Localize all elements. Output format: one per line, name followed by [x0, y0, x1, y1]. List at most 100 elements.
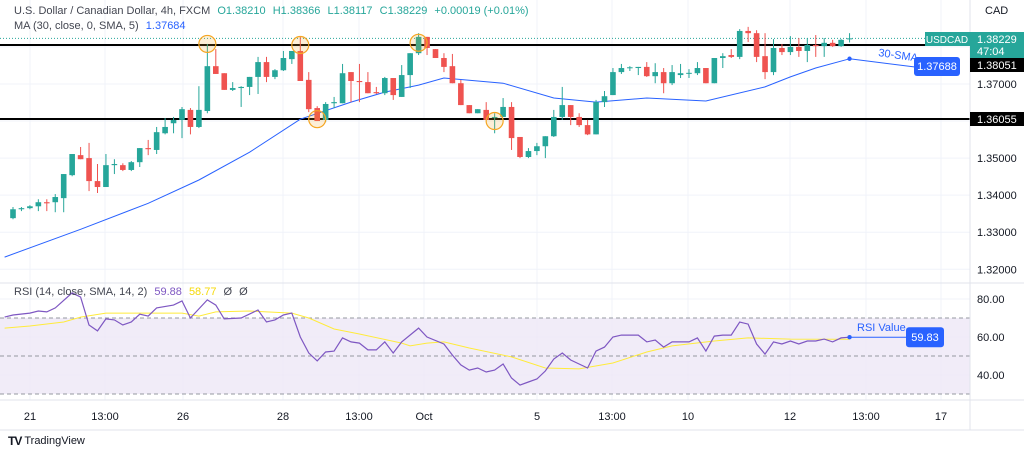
candle	[103, 154, 109, 188]
price-axis[interactable]: 1.37000 1.35000 1.34000 1.33000 1.32000	[977, 79, 1017, 276]
candle-body	[694, 68, 701, 74]
level-tag	[970, 112, 1024, 126]
candle	[474, 109, 481, 114]
candle	[551, 109, 557, 137]
candle	[373, 86, 380, 94]
candle-body	[796, 46, 802, 51]
ma-line	[4, 58, 850, 258]
ma-label[interactable]: MA (30, close, 0, SMA, 5)	[14, 20, 139, 32]
candle-body	[69, 154, 75, 176]
candle-body	[432, 49, 439, 59]
candle-body	[770, 48, 777, 73]
legend-ma: MA (30, close, 0, SMA, 5) 1.37684	[14, 20, 190, 32]
candle	[94, 164, 101, 193]
candle-body	[373, 92, 380, 94]
ma-annotation-line	[849, 58, 916, 68]
time-tick-label: 13:00	[598, 411, 626, 423]
rsi-axis[interactable]: 80.00 60.00 40.00	[977, 294, 1005, 382]
time-tick-label: 5	[534, 411, 540, 423]
candle	[289, 50, 295, 64]
candle-body	[458, 83, 464, 106]
legend-rsi: RSI (14, close, SMA, 14, 2) 59.88 58.77 …	[14, 286, 252, 298]
candle-body	[567, 105, 574, 117]
candle	[213, 49, 219, 74]
candle	[297, 36, 304, 81]
candle	[762, 33, 768, 80]
price-tick-label: 1.37000	[977, 79, 1017, 91]
candle-body	[660, 72, 667, 84]
candle-body	[356, 80, 363, 83]
rsi-sma-value: 58.77	[188, 286, 217, 298]
candle-body	[94, 181, 101, 188]
candle-body	[196, 109, 202, 127]
candle-body	[779, 48, 785, 53]
candle-body	[610, 72, 616, 96]
candle-body	[246, 76, 253, 87]
candle-body	[162, 126, 168, 134]
candle-body	[517, 136, 523, 157]
candle-body	[618, 68, 625, 73]
candle	[382, 76, 388, 96]
rsi-tick-label: 40.00	[977, 370, 1005, 382]
candles	[10, 26, 853, 220]
candle	[517, 136, 523, 159]
symbol-description[interactable]: U.S. Dollar / Canadian Dollar, 4h, FXCM	[14, 5, 211, 17]
candle	[846, 33, 853, 43]
candle	[27, 205, 33, 210]
candle	[652, 63, 658, 84]
touch-marker-circle	[198, 34, 217, 54]
last-price-text: 1.38229	[977, 34, 1017, 46]
time-axis[interactable]: 21 13:00 26 28 13:00 Oct 5 13:00 10 12 13:00 17	[24, 411, 947, 423]
candle	[128, 161, 135, 172]
candle	[179, 106, 185, 139]
candle	[145, 139, 151, 156]
candle-body	[365, 82, 371, 94]
countdown-text: 47:04	[977, 46, 1005, 58]
candle-body	[10, 209, 16, 219]
candle	[280, 50, 287, 71]
candle	[365, 72, 371, 94]
candle	[331, 96, 337, 109]
candle	[86, 142, 92, 192]
candle	[136, 148, 143, 167]
candle	[796, 37, 802, 57]
rsi-sma-line	[4, 310, 850, 370]
candle-body	[27, 206, 33, 209]
candle	[508, 102, 515, 150]
candle-body	[703, 68, 709, 84]
candle	[255, 56, 261, 94]
candle-body	[508, 106, 515, 139]
candle-body	[601, 96, 608, 103]
candle	[111, 159, 118, 175]
candle	[390, 78, 397, 100]
candle-body	[136, 148, 143, 163]
candle	[618, 63, 625, 74]
candle	[838, 39, 844, 47]
candle-body	[652, 72, 658, 77]
candle	[787, 36, 794, 56]
rsi-value: 59.88	[154, 286, 182, 298]
candle-body	[153, 132, 160, 150]
rsi-label[interactable]: RSI (14, close, SMA, 14, 2)	[14, 286, 148, 298]
price-tick-label: 1.32000	[977, 264, 1017, 276]
price-tick-label: 1.34000	[977, 190, 1017, 202]
candle	[821, 37, 827, 57]
candle	[162, 118, 168, 135]
ma-annotation-text: 30-SMA	[878, 47, 920, 65]
candle	[770, 39, 777, 76]
time-tick-label: 26	[177, 411, 189, 423]
candle-body	[593, 102, 599, 135]
tradingview-logo[interactable]: TV TradingView	[8, 434, 85, 448]
candle-body	[289, 50, 295, 60]
candle	[669, 65, 675, 86]
time-tick-label: 13:00	[91, 411, 119, 423]
level-tag-text: 1.38051	[977, 60, 1017, 72]
candle	[356, 63, 363, 103]
candle-body	[728, 55, 735, 57]
candle-body	[677, 73, 684, 76]
candle	[238, 86, 244, 107]
ma-annotation-dot	[847, 56, 852, 61]
candle	[601, 91, 608, 107]
